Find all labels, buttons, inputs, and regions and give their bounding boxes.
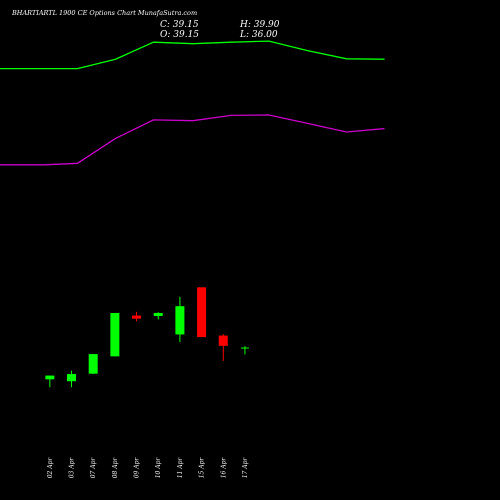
- x-tick-label: 10 Apr: [155, 457, 162, 479]
- candle-body: [197, 287, 207, 338]
- candle: [132, 311, 142, 322]
- candle: [218, 334, 228, 361]
- candle: [110, 312, 120, 357]
- x-tick-label: 09 Apr: [134, 457, 141, 479]
- candle: [197, 287, 207, 338]
- high-value: H: 39.90: [239, 20, 280, 30]
- candle: [153, 312, 163, 320]
- x-tick-label: 17 Apr: [242, 457, 249, 479]
- candle-body: [45, 375, 55, 380]
- chart-title: BHARTIARTL 1900 CE Options Chart MunafaS…: [11, 9, 197, 17]
- candle: [175, 296, 185, 343]
- x-tick-label: 08 Apr: [112, 457, 119, 479]
- candle-body: [175, 306, 185, 335]
- close-value: C: 39.15: [160, 20, 199, 30]
- candle: [45, 375, 55, 388]
- candles-layer: [45, 287, 249, 388]
- candle-body: [153, 312, 163, 316]
- candle: [88, 354, 98, 375]
- bands-layer: [0, 40, 385, 166]
- candle-body: [110, 312, 120, 357]
- x-tick-label: 03 Apr: [69, 457, 76, 479]
- lower-band-line: [0, 114, 385, 166]
- candle: [67, 370, 77, 388]
- candle-body: [132, 315, 142, 319]
- x-tick-label: 07 Apr: [90, 457, 97, 479]
- low-value: L: 36.00: [239, 30, 278, 40]
- x-tick-label: 11 Apr: [177, 457, 184, 479]
- x-tick-label: 02 Apr: [47, 457, 54, 479]
- upper-band-line: [0, 40, 385, 70]
- candle-body: [67, 374, 77, 382]
- candle-body: [88, 354, 98, 374]
- x-tick-label: 16 Apr: [220, 457, 227, 479]
- candle: [240, 346, 249, 355]
- candle-body: [218, 335, 228, 346]
- open-value: O: 39.15: [160, 30, 199, 40]
- x-tick-label: 15 Apr: [199, 457, 206, 479]
- x-axis-ticks: 02 Apr 03 Apr 07 Apr 08 Apr 09 Apr 10 Apr 11 A…: [47, 457, 249, 479]
